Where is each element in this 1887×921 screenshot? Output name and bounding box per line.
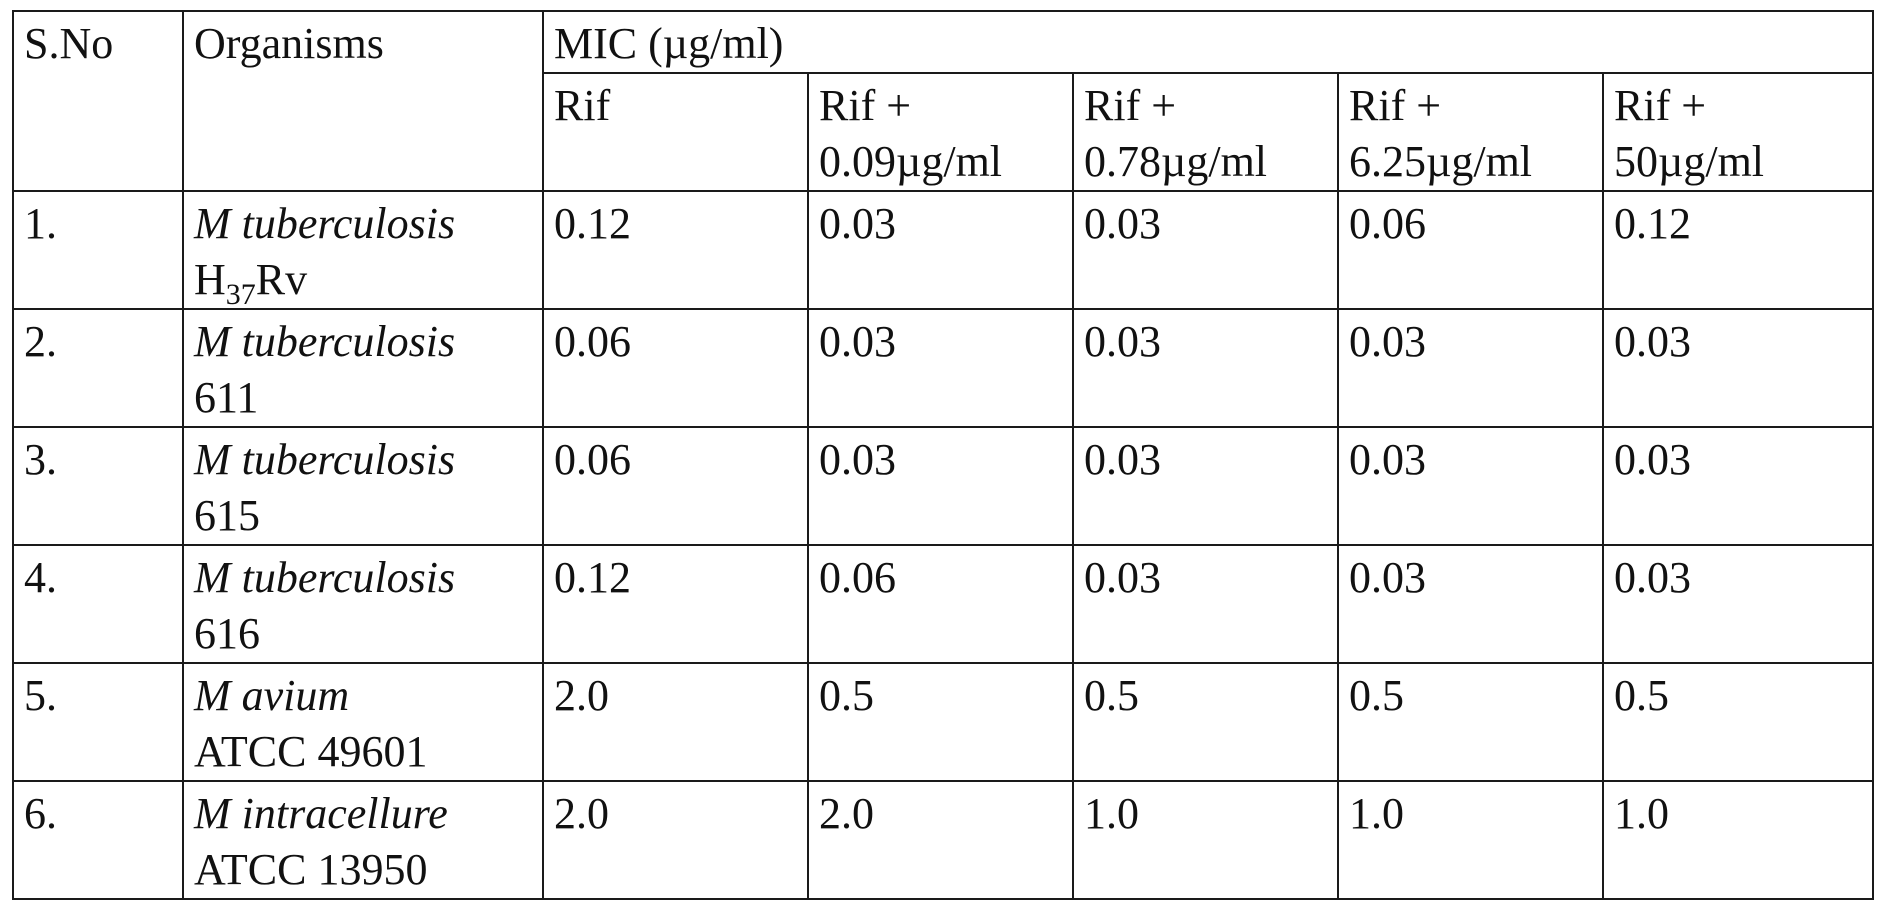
header-line2: 50µg/ml (1614, 134, 1862, 190)
header-line1: Rif + (1349, 78, 1592, 134)
cell-organism: M avium ATCC 49601 (183, 663, 543, 781)
header-line2: 0.78µg/ml (1084, 134, 1327, 190)
cell-value: 0.06 (1338, 191, 1603, 309)
header-row-top: S.No Organisms MIC (µg/ml) (13, 11, 1873, 73)
cell-organism: M intracellure ATCC 13950 (183, 781, 543, 899)
organism-name: M tuberculosis (194, 432, 532, 488)
strain-main: H (194, 255, 226, 304)
strain-name: ATCC 49601 (194, 724, 532, 780)
cell-value: 0.03 (1603, 545, 1873, 663)
cell-value: 0.5 (1338, 663, 1603, 781)
strain-name: 611 (194, 370, 532, 426)
cell-value: 0.03 (1603, 427, 1873, 545)
cell-sno: 2. (13, 309, 183, 427)
strain-name: 616 (194, 606, 532, 662)
cell-organism: M tuberculosis 611 (183, 309, 543, 427)
table-header: S.No Organisms MIC (µg/ml) Rif Rif + 0.0… (13, 11, 1873, 191)
cell-value: 0.03 (1073, 309, 1338, 427)
header-col-rif-50: Rif + 50µg/ml (1603, 73, 1873, 191)
strain-subscript: 37 (226, 278, 256, 309)
cell-value: 0.12 (543, 191, 808, 309)
cell-value: 2.0 (543, 663, 808, 781)
table-row: 1. M tuberculosis H37Rv 0.12 0.03 0.03 0… (13, 191, 1873, 309)
header-line2: 6.25µg/ml (1349, 134, 1592, 190)
strain-tail: Rv (256, 255, 307, 304)
header-line1: Rif + (819, 78, 1062, 134)
cell-value: 0.03 (1338, 427, 1603, 545)
table-row: 6. M intracellure ATCC 13950 2.0 2.0 1.0… (13, 781, 1873, 899)
cell-value: 0.5 (1603, 663, 1873, 781)
organism-name: M intracellure (194, 786, 532, 842)
cell-value: 1.0 (1073, 781, 1338, 899)
header-col-rif-078: Rif + 0.78µg/ml (1073, 73, 1338, 191)
cell-sno: 4. (13, 545, 183, 663)
table-row: 5. M avium ATCC 49601 2.0 0.5 0.5 0.5 0.… (13, 663, 1873, 781)
cell-value: 2.0 (808, 781, 1073, 899)
organism-name: M tuberculosis (194, 550, 532, 606)
header-line1: Rif + (1084, 78, 1327, 134)
cell-value: 1.0 (1603, 781, 1873, 899)
cell-organism: M tuberculosis 616 (183, 545, 543, 663)
cell-value: 0.03 (808, 191, 1073, 309)
cell-value: 0.06 (808, 545, 1073, 663)
cell-value: 0.03 (1603, 309, 1873, 427)
table-body: 1. M tuberculosis H37Rv 0.12 0.03 0.03 0… (13, 191, 1873, 899)
cell-value: 0.06 (543, 427, 808, 545)
mic-table: S.No Organisms MIC (µg/ml) Rif Rif + 0.0… (12, 10, 1874, 900)
cell-sno: 6. (13, 781, 183, 899)
header-line2: 0.09µg/ml (819, 134, 1062, 190)
cell-sno: 5. (13, 663, 183, 781)
header-line1: Rif + (1614, 78, 1862, 134)
strain-name: 615 (194, 488, 532, 544)
cell-value: 0.5 (1073, 663, 1338, 781)
header-col-rif-009: Rif + 0.09µg/ml (808, 73, 1073, 191)
organism-name: M avium (194, 668, 532, 724)
cell-value: 0.5 (808, 663, 1073, 781)
cell-value: 0.12 (543, 545, 808, 663)
header-line1: Rif (554, 78, 797, 134)
cell-value: 1.0 (1338, 781, 1603, 899)
cell-value: 0.06 (543, 309, 808, 427)
cell-value: 0.03 (1338, 545, 1603, 663)
cell-value: 0.03 (1073, 191, 1338, 309)
cell-value: 0.03 (808, 427, 1073, 545)
table-row: 2. M tuberculosis 611 0.06 0.03 0.03 0.0… (13, 309, 1873, 427)
header-organisms: Organisms (183, 11, 543, 191)
table-row: 4. M tuberculosis 616 0.12 0.06 0.03 0.0… (13, 545, 1873, 663)
cell-sno: 1. (13, 191, 183, 309)
organism-name: M tuberculosis (194, 314, 532, 370)
cell-value: 0.03 (1073, 427, 1338, 545)
organism-name: M tuberculosis (194, 196, 532, 252)
header-sno: S.No (13, 11, 183, 191)
header-col-rif-625: Rif + 6.25µg/ml (1338, 73, 1603, 191)
cell-sno: 3. (13, 427, 183, 545)
cell-value: 2.0 (543, 781, 808, 899)
strain-name: ATCC 13950 (194, 842, 532, 898)
strain-name: H37Rv (194, 252, 532, 308)
cell-value: 0.03 (1073, 545, 1338, 663)
table-row: 3. M tuberculosis 615 0.06 0.03 0.03 0.0… (13, 427, 1873, 545)
cell-organism: M tuberculosis 615 (183, 427, 543, 545)
cell-organism: M tuberculosis H37Rv (183, 191, 543, 309)
cell-value: 0.12 (1603, 191, 1873, 309)
header-mic: MIC (µg/ml) (543, 11, 1873, 73)
header-col-rif: Rif (543, 73, 808, 191)
cell-value: 0.03 (808, 309, 1073, 427)
cell-value: 0.03 (1338, 309, 1603, 427)
